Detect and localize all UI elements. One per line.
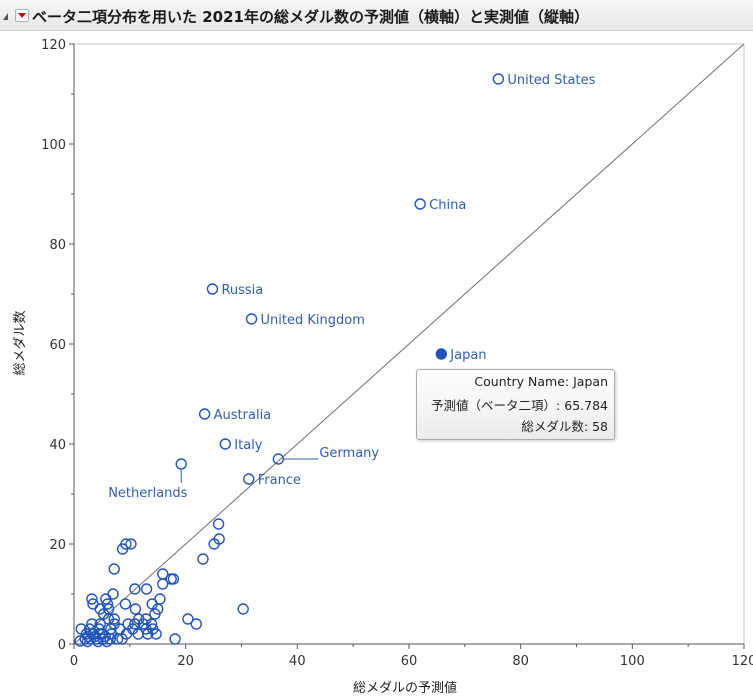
report-title: ベータ二項分布を用いた 2021年の総メダル数の予測値（横軸）と実測値（縦軸） (32, 8, 589, 26)
data-point[interactable] (140, 583, 153, 595)
y-axis: 0 20 40 60 80 100 120 (41, 38, 75, 653)
data-point[interactable] (182, 613, 194, 625)
data-point-germany[interactable] (272, 453, 285, 465)
data-point-netherlands[interactable] (175, 458, 187, 470)
data-point[interactable] (140, 623, 152, 635)
y-axis-label: 総メダル数 (13, 310, 28, 375)
point-labels: United States China Russia United Kingdom Ja… (108, 73, 595, 501)
data-point-australia[interactable] (198, 408, 211, 420)
data-point[interactable] (129, 618, 141, 630)
x-tick-label: 120 (732, 654, 753, 669)
point-label-italy: Italy (234, 438, 263, 453)
data-point[interactable] (119, 598, 132, 610)
data-point-france[interactable] (243, 473, 255, 485)
x-tick-label: 60 (401, 654, 418, 669)
data-point[interactable] (190, 618, 202, 630)
data-point-china[interactable] (414, 198, 426, 210)
x-axis-label: 総メダルの予測値 (353, 680, 457, 696)
tooltip-row-predicted: 予測値（ベータ二項）: 65.784 (431, 395, 608, 414)
tooltip-country-label: Country Name: (474, 374, 570, 389)
y-tick-label: 20 (49, 538, 66, 553)
data-point[interactable] (129, 603, 142, 615)
tooltip-predicted-label: 予測値（ベータ二項）: (431, 398, 561, 413)
red-triangle-menu-icon[interactable] (15, 9, 29, 22)
y-tick-label: 80 (49, 238, 66, 253)
data-point[interactable] (86, 593, 98, 605)
disclosure-triangle-icon[interactable] (3, 13, 8, 20)
y-tick-label: 0 (58, 638, 66, 653)
identity-line (73, 43, 745, 645)
data-points[interactable] (74, 73, 505, 648)
x-tick-label: 20 (177, 654, 194, 669)
tooltip-predicted-value: 65.784 (564, 398, 608, 413)
data-point-united-states[interactable] (492, 73, 505, 85)
tooltip-row-medals: 総メダル数: 58 (521, 416, 608, 435)
data-point[interactable] (157, 578, 169, 590)
leader-lines (180, 458, 318, 483)
point-label-france: France (258, 473, 301, 488)
data-point[interactable] (107, 588, 119, 600)
data-point[interactable] (169, 633, 181, 645)
data-point[interactable] (108, 563, 120, 575)
point-label-japan: Japan (449, 348, 486, 363)
tooltip-medals-label: 総メダル数: (521, 419, 589, 434)
point-tooltip: Country Name: Japan 予測値（ベータ二項）: 65.784 総… (416, 369, 615, 440)
data-point-russia[interactable] (206, 283, 219, 295)
y-tick-label: 40 (49, 438, 66, 453)
data-point[interactable] (74, 635, 86, 647)
point-label-united-kingdom: United Kingdom (261, 313, 365, 328)
point-label-china: China (429, 198, 466, 213)
data-point[interactable] (237, 603, 249, 615)
data-point[interactable] (92, 635, 104, 648)
point-label-russia: Russia (221, 283, 263, 298)
title-bar: ベータ二項分布を用いた 2021年の総メダル数の予測値（横軸）と実測値（縦軸） (0, 0, 753, 31)
data-point[interactable] (141, 628, 154, 640)
data-point[interactable] (125, 538, 137, 550)
tooltip-country-value: Japan (573, 374, 608, 389)
x-tick-label: 80 (512, 654, 529, 669)
leader-line-germany (283, 458, 318, 460)
data-point[interactable] (149, 608, 161, 620)
tooltip-row-country: Country Name: Japan (474, 374, 608, 389)
data-point-japan[interactable] (435, 348, 447, 360)
data-point[interactable] (93, 628, 106, 640)
data-point[interactable] (101, 635, 113, 648)
x-axis: 0 20 40 60 80 100 120 (70, 643, 753, 669)
x-tick-label: 100 (620, 654, 645, 669)
data-point[interactable] (108, 613, 120, 625)
point-label-germany: Germany (319, 446, 379, 461)
point-label-united-states: United States (507, 73, 595, 88)
data-point[interactable] (197, 553, 209, 565)
data-point[interactable] (150, 628, 162, 640)
y-tick-label: 120 (41, 38, 66, 53)
point-label-australia: Australia (214, 408, 272, 423)
data-point-italy[interactable] (219, 438, 232, 450)
data-point[interactable] (129, 583, 141, 595)
data-point-united-kingdom[interactable] (245, 313, 258, 325)
data-point[interactable] (120, 538, 132, 550)
data-point[interactable] (212, 518, 225, 530)
y-tick-label: 100 (41, 138, 66, 153)
reference-line (73, 43, 745, 645)
data-point[interactable] (111, 633, 124, 645)
x-tick-label: 40 (289, 654, 306, 669)
tooltip-medals-value: 58 (592, 419, 608, 434)
y-tick-label: 60 (49, 338, 66, 353)
point-label-netherlands: Netherlands (108, 486, 187, 501)
scatter-chart: 0 20 40 60 80 100 120 0 20 40 60 80 100 120 United S… (13, 38, 753, 696)
data-point[interactable] (208, 538, 220, 550)
x-tick-label: 0 (70, 654, 78, 669)
data-point[interactable] (116, 633, 128, 645)
data-point[interactable] (167, 573, 180, 585)
